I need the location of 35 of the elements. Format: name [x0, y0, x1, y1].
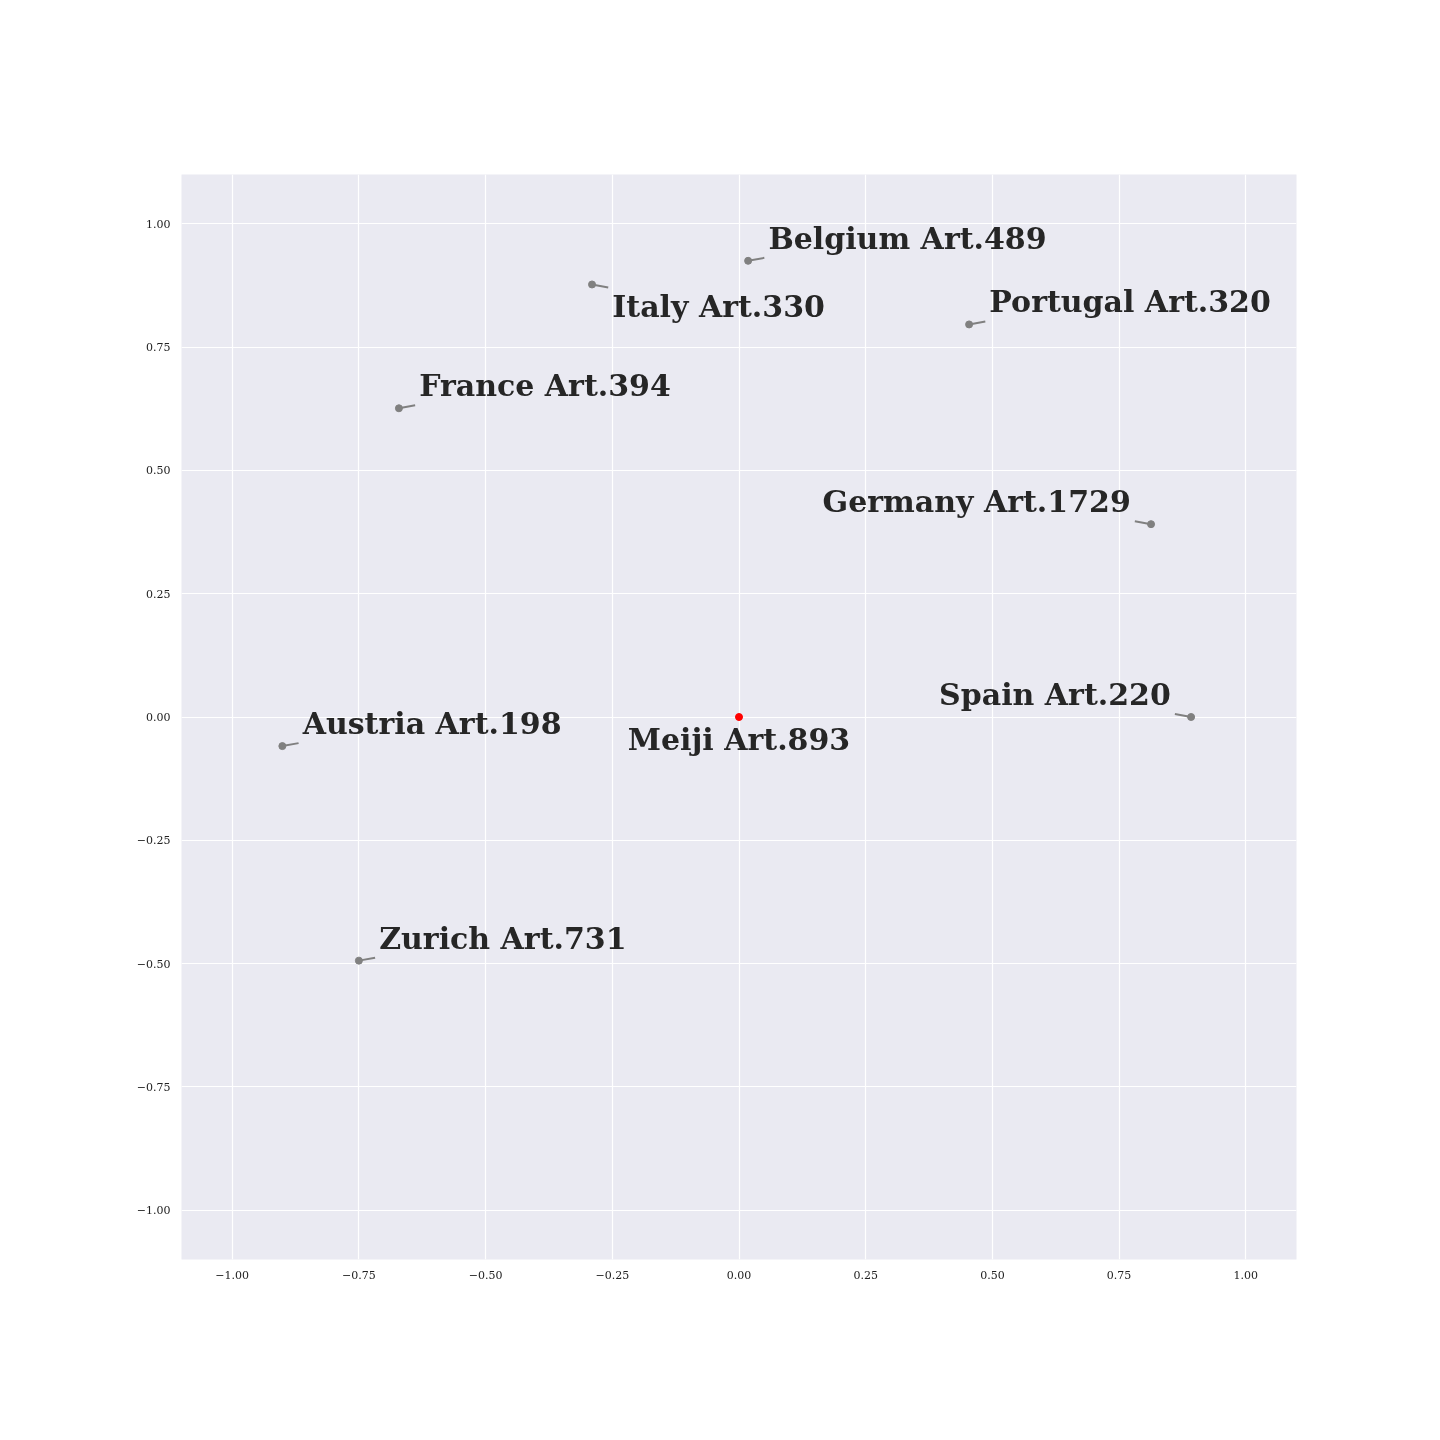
x-tick-label: −0.75: [342, 1268, 376, 1282]
annotation: France Art.394: [419, 368, 671, 404]
y-tick-label: 0.00: [146, 711, 171, 724]
point: [394, 404, 403, 413]
y-tick-label: −0.50: [136, 957, 171, 971]
annotation: Zurich Art.731: [379, 920, 627, 956]
point: [1187, 713, 1196, 721]
annotation: Portugal Art.320: [989, 284, 1271, 320]
annotation: Meiji Art.893: [627, 721, 851, 757]
annotation: Belgium Art.489: [768, 220, 1047, 256]
y-tick-label: −0.75: [136, 1080, 171, 1094]
y-tick-label: 0.75: [146, 341, 171, 355]
point: [588, 280, 597, 289]
x-tick-label: −1.00: [215, 1268, 250, 1282]
point: [744, 256, 753, 265]
x-tick-label: 0.25: [853, 1268, 878, 1282]
annotation: Spain Art.220: [939, 677, 1171, 713]
point: [278, 742, 287, 751]
y-tick-label: 1.00: [146, 217, 171, 231]
point: [735, 713, 743, 721]
x-tick-label: 0.75: [1106, 1268, 1132, 1282]
x-tick-label: 1.00: [1233, 1268, 1259, 1282]
y-tick-label: 0.50: [146, 464, 171, 478]
y-tick-label: −1.00: [136, 1204, 171, 1218]
y-tick-label: 0.25: [146, 587, 171, 601]
point: [965, 320, 974, 329]
annotation: Austria Art.198: [301, 706, 562, 742]
x-tick-label: 0.00: [726, 1268, 752, 1282]
x-tick-label: −0.25: [595, 1268, 630, 1282]
y-tick-label: −0.25: [136, 834, 171, 848]
point: [354, 956, 363, 965]
x-tick-label: −0.50: [468, 1268, 503, 1282]
x-tick-label: 0.50: [980, 1268, 1005, 1282]
annotation: Italy Art.330: [612, 289, 825, 325]
annotation: Germany Art.1729: [822, 484, 1131, 520]
